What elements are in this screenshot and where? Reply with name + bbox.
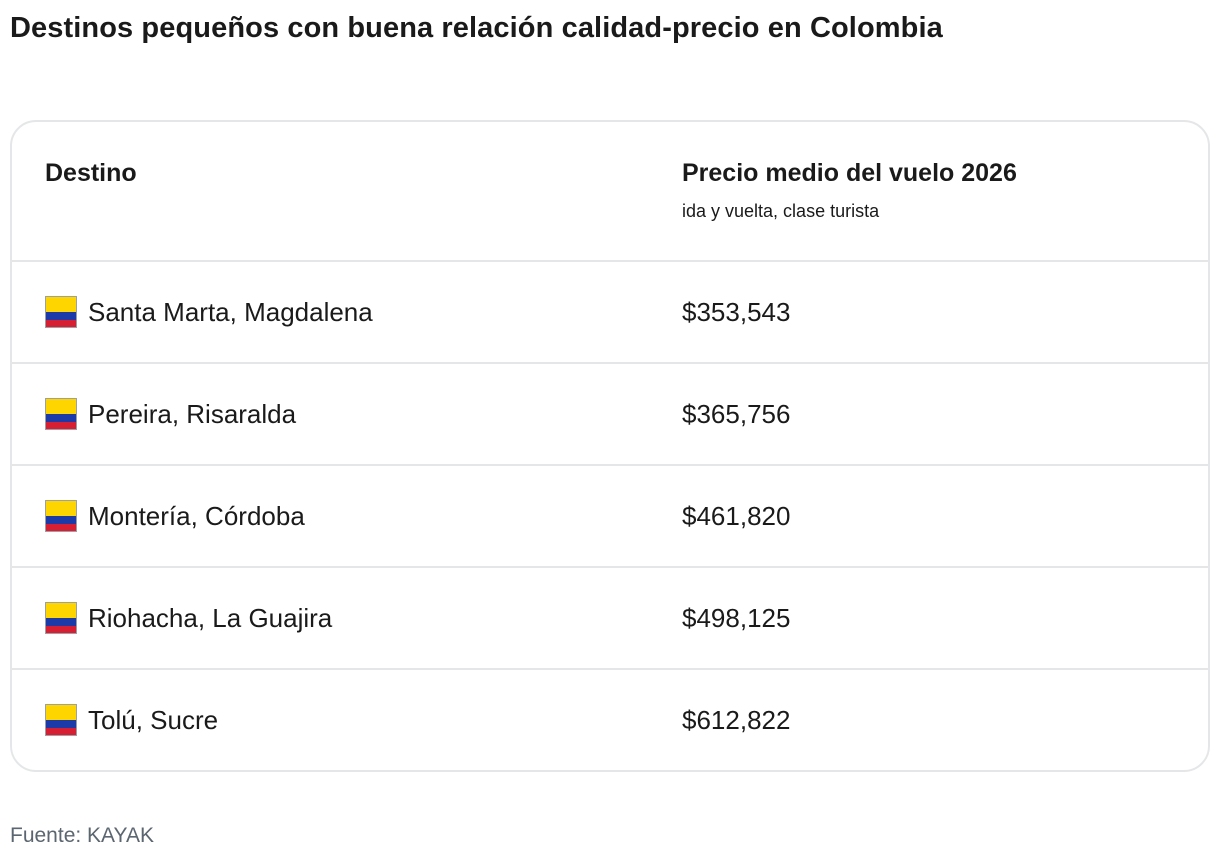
colombia-flag-icon bbox=[45, 296, 77, 328]
colombia-flag-icon bbox=[45, 500, 77, 532]
destinations-table: Destino Precio medio del vuelo 2026 ida … bbox=[10, 120, 1210, 772]
colombia-flag-icon bbox=[45, 704, 77, 736]
destination-name: Montería, Córdoba bbox=[88, 501, 305, 531]
table-row: Santa Marta, Magdalena $353,543 bbox=[12, 262, 1208, 364]
column-header-price: Precio medio del vuelo 2026 bbox=[682, 159, 1017, 187]
table-row: Riohacha, La Guajira $498,125 bbox=[12, 568, 1208, 670]
destination-price: $353,543 bbox=[682, 297, 791, 327]
table-row: Pereira, Risaralda $365,756 bbox=[12, 364, 1208, 466]
table-row: Montería, Córdoba $461,820 bbox=[12, 466, 1208, 568]
destination-name: Riohacha, La Guajira bbox=[88, 603, 333, 633]
source-note: Fuente: KAYAK bbox=[10, 824, 154, 847]
column-header-destination: Destino bbox=[45, 159, 137, 187]
destination-name: Pereira, Risaralda bbox=[88, 399, 297, 429]
table-header: Destino Precio medio del vuelo 2026 ida … bbox=[12, 122, 1208, 262]
colombia-flag-icon bbox=[45, 602, 77, 634]
table-row: Tolú, Sucre $612,822 bbox=[12, 670, 1208, 770]
destination-name: Tolú, Sucre bbox=[88, 705, 219, 735]
colombia-flag-icon bbox=[45, 398, 77, 430]
destination-name: Santa Marta, Magdalena bbox=[88, 297, 373, 327]
page-title: Destinos pequeños con buena relación cal… bbox=[10, 12, 943, 44]
destination-price: $498,125 bbox=[682, 603, 791, 633]
column-header-price-note: ida y vuelta, clase turista bbox=[682, 201, 880, 221]
destination-price: $461,820 bbox=[682, 501, 791, 531]
destination-price: $365,756 bbox=[682, 399, 791, 429]
destination-price: $612,822 bbox=[682, 705, 791, 735]
